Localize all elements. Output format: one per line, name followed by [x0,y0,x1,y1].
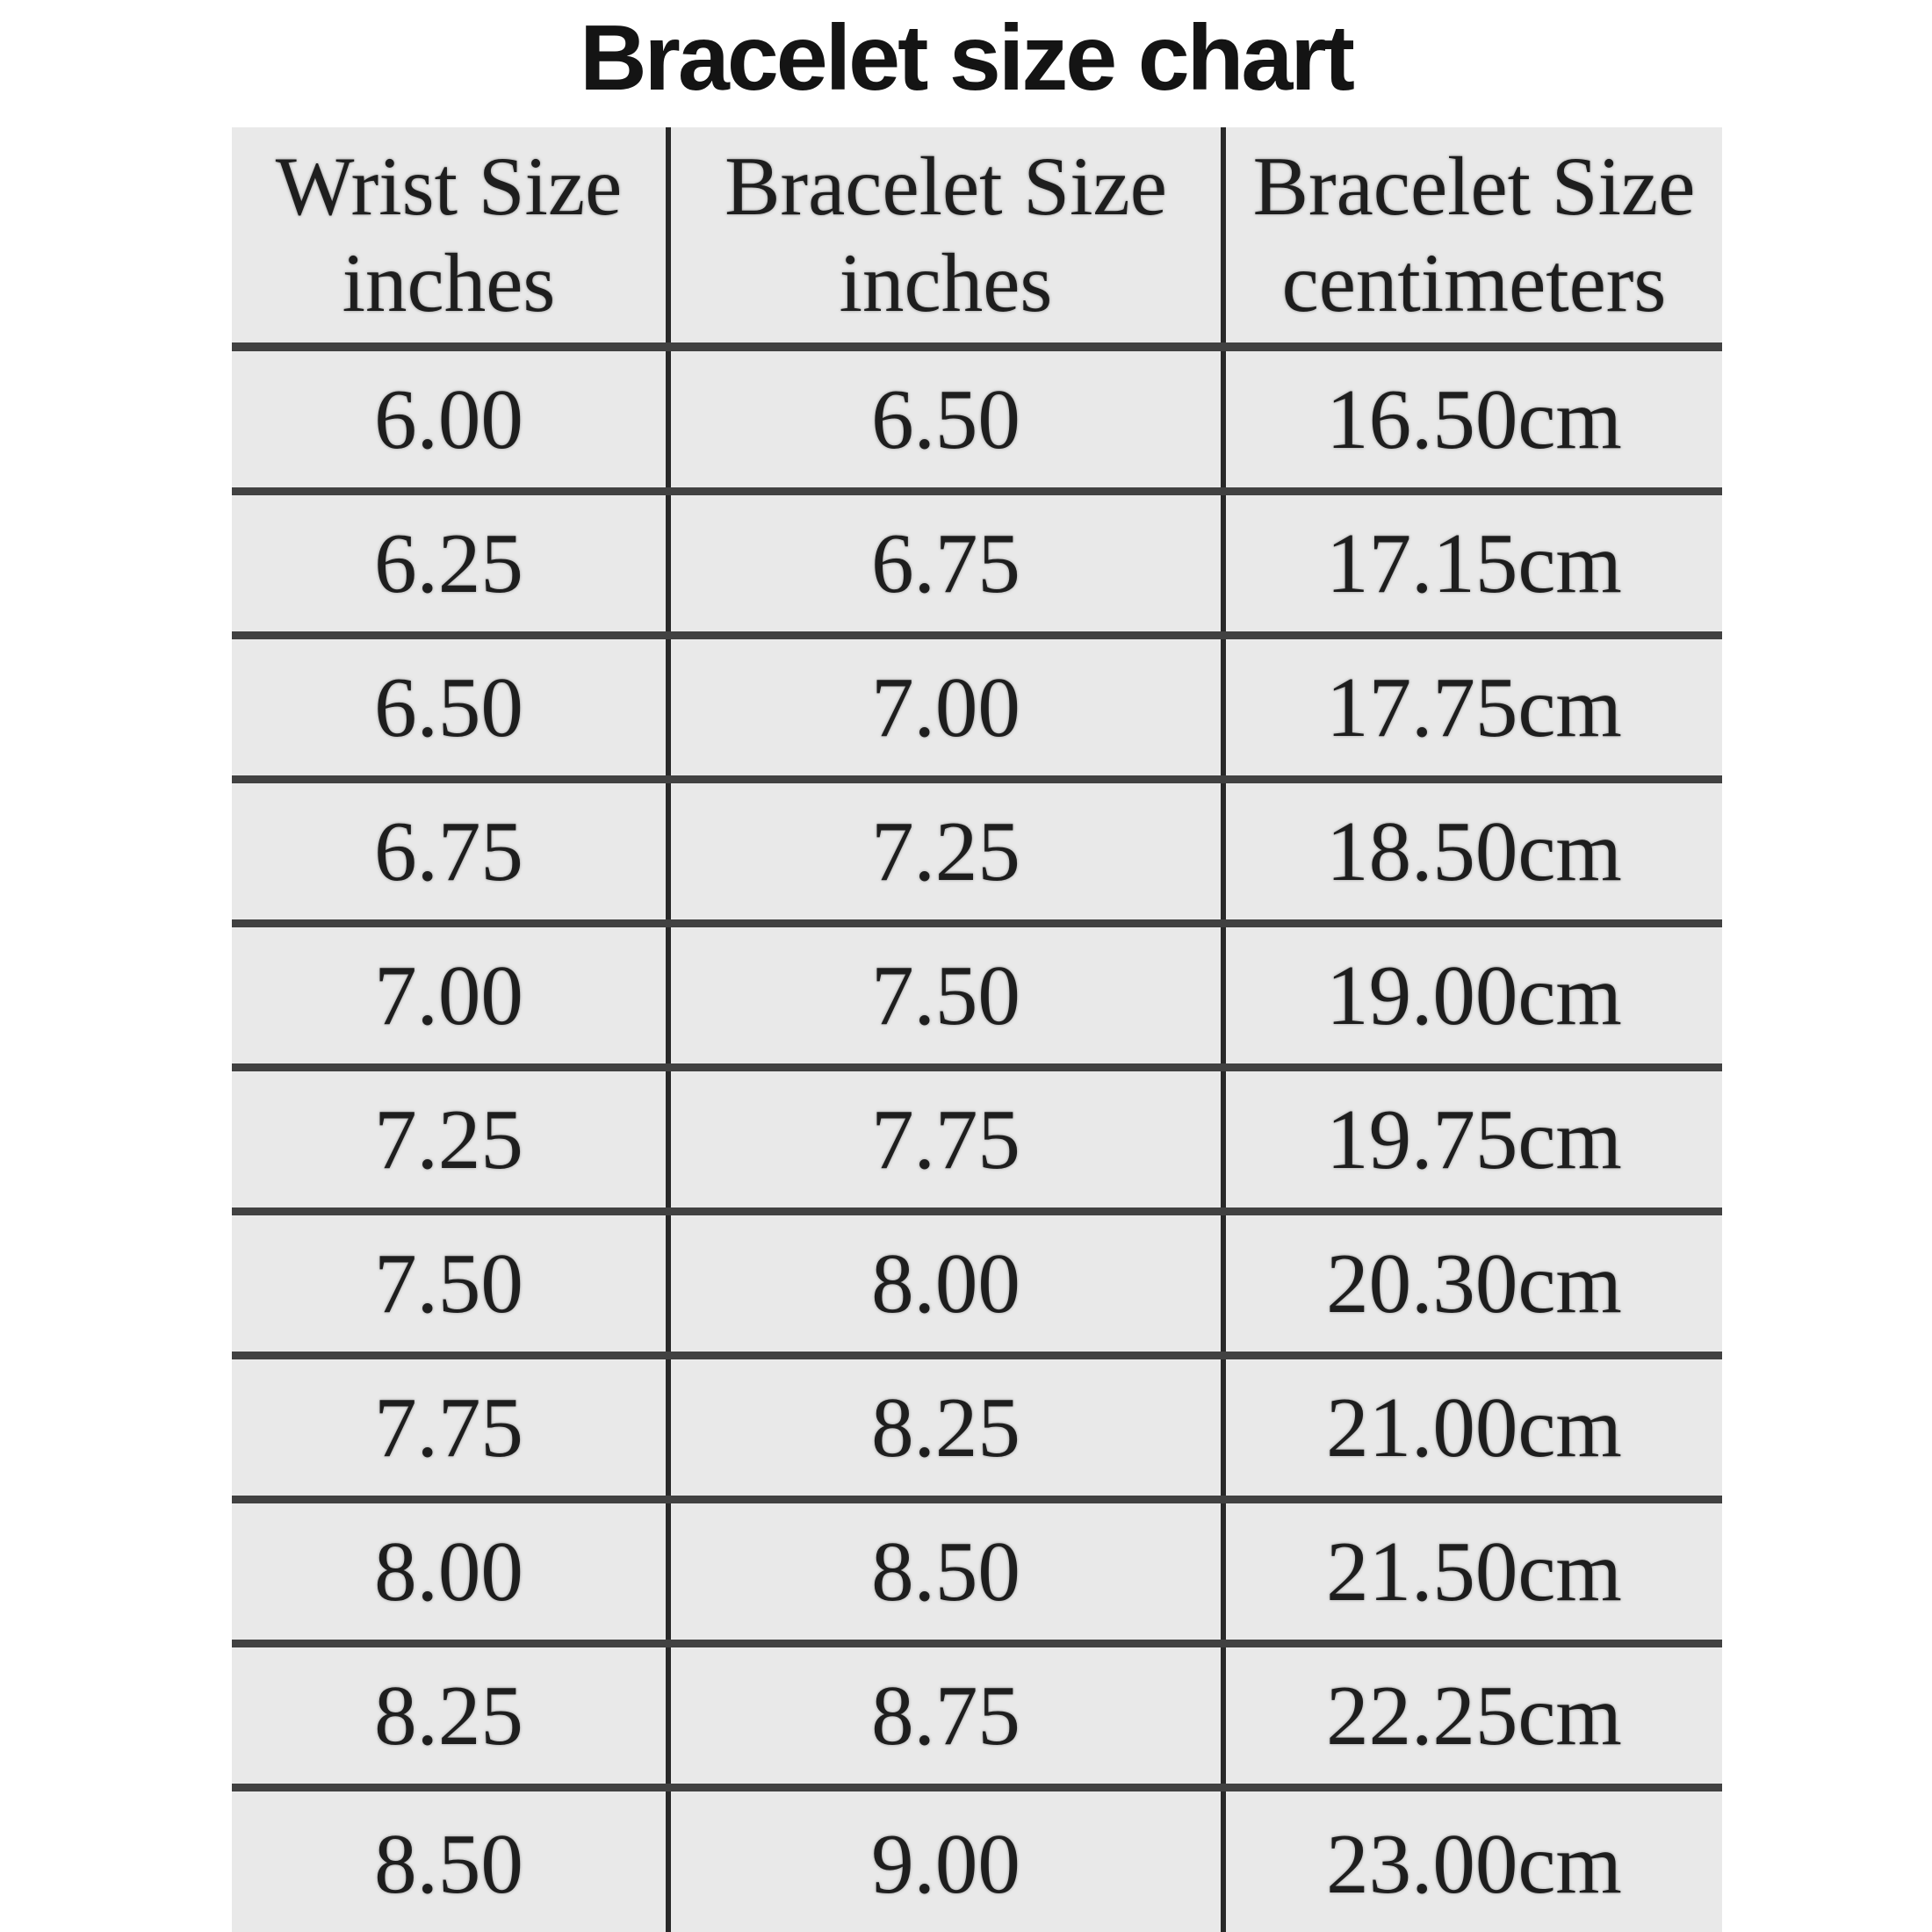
bracelet-size-cm-cell: 23.00cm [1221,1787,1722,1932]
bracelet-size-in-cell: 7.75 [666,1067,1223,1215]
header-bracelet-inches-unit: inches [839,235,1053,329]
wrist-size-cell: 6.25 [232,491,668,639]
bracelet-size-in-cell: 8.00 [666,1211,1223,1359]
bracelet-size-cm-cell: 19.00cm [1221,923,1722,1071]
wrist-size-cell: 6.00 [232,347,668,495]
wrist-size-cell: 7.75 [232,1355,668,1503]
wrist-size-cell: 7.00 [232,923,668,1071]
bracelet-size-cm-cell: 19.75cm [1221,1067,1722,1215]
header-bracelet-cm-unit: centimeters [1281,235,1667,329]
wrist-size-cell: 8.00 [232,1499,668,1647]
bracelet-size-cm-cell: 16.50cm [1221,347,1722,495]
bracelet-size-in-cell: 6.75 [666,491,1223,639]
bracelet-size-in-cell: 7.00 [666,635,1223,783]
bracelet-size-cm-cell: 21.50cm [1221,1499,1722,1647]
bracelet-size-cm-cell: 22.25cm [1221,1643,1722,1791]
bracelet-size-in-cell: 7.25 [666,779,1223,927]
bracelet-size-in-cell: 9.00 [666,1787,1223,1932]
wrist-size-cell: 8.25 [232,1643,668,1791]
table-row: 6.50 7.00 17.75cm [232,635,1722,783]
page-title: Bracelet size chart [580,6,1355,110]
wrist-size-cell: 6.50 [232,635,668,783]
table-row: 6.75 7.25 18.50cm [232,779,1722,927]
wrist-size-cell: 6.75 [232,779,668,927]
header-cell-bracelet-size-inches: Bracelet Size inches [666,127,1223,351]
table-row: 7.25 7.75 19.75cm [232,1067,1722,1215]
bracelet-size-in-cell: 8.25 [666,1355,1223,1503]
header-bracelet-cm-label: Bracelet Size [1252,140,1696,234]
table-row: 8.50 9.00 23.00cm [232,1787,1722,1932]
header-wrist-size-label: Wrist Size [275,140,623,234]
bracelet-size-cm-cell: 17.15cm [1221,491,1722,639]
table-row: 8.00 8.50 21.50cm [232,1499,1722,1647]
header-cell-bracelet-size-cm: Bracelet Size centimeters [1221,127,1722,351]
table-row: 7.50 8.00 20.30cm [232,1211,1722,1359]
table-row: 8.25 8.75 22.25cm [232,1643,1722,1791]
table-row: 7.00 7.50 19.00cm [232,923,1722,1071]
header-bracelet-inches-label: Bracelet Size [724,140,1167,234]
table-row: 7.75 8.25 21.00cm [232,1355,1722,1503]
table-row: 6.25 6.75 17.15cm [232,491,1722,639]
bracelet-size-in-cell: 7.50 [666,923,1223,1071]
wrist-size-cell: 7.25 [232,1067,668,1215]
header-wrist-size-unit: inches [342,235,556,329]
bracelet-size-cm-cell: 18.50cm [1221,779,1722,927]
bracelet-size-in-cell: 6.50 [666,347,1223,495]
bracelet-size-cm-cell: 21.00cm [1221,1355,1722,1503]
table-row: 6.00 6.50 16.50cm [232,347,1722,495]
bracelet-size-in-cell: 8.75 [666,1643,1223,1791]
wrist-size-cell: 8.50 [232,1787,668,1932]
table-header-row: Wrist Size inches Bracelet Size inches B… [232,127,1722,351]
bracelet-size-cm-cell: 20.30cm [1221,1211,1722,1359]
wrist-size-cell: 7.50 [232,1211,668,1359]
bracelet-size-table: Wrist Size inches Bracelet Size inches B… [232,127,1722,1932]
bracelet-size-in-cell: 8.50 [666,1499,1223,1647]
header-cell-wrist-size: Wrist Size inches [232,127,668,351]
bracelet-size-cm-cell: 17.75cm [1221,635,1722,783]
